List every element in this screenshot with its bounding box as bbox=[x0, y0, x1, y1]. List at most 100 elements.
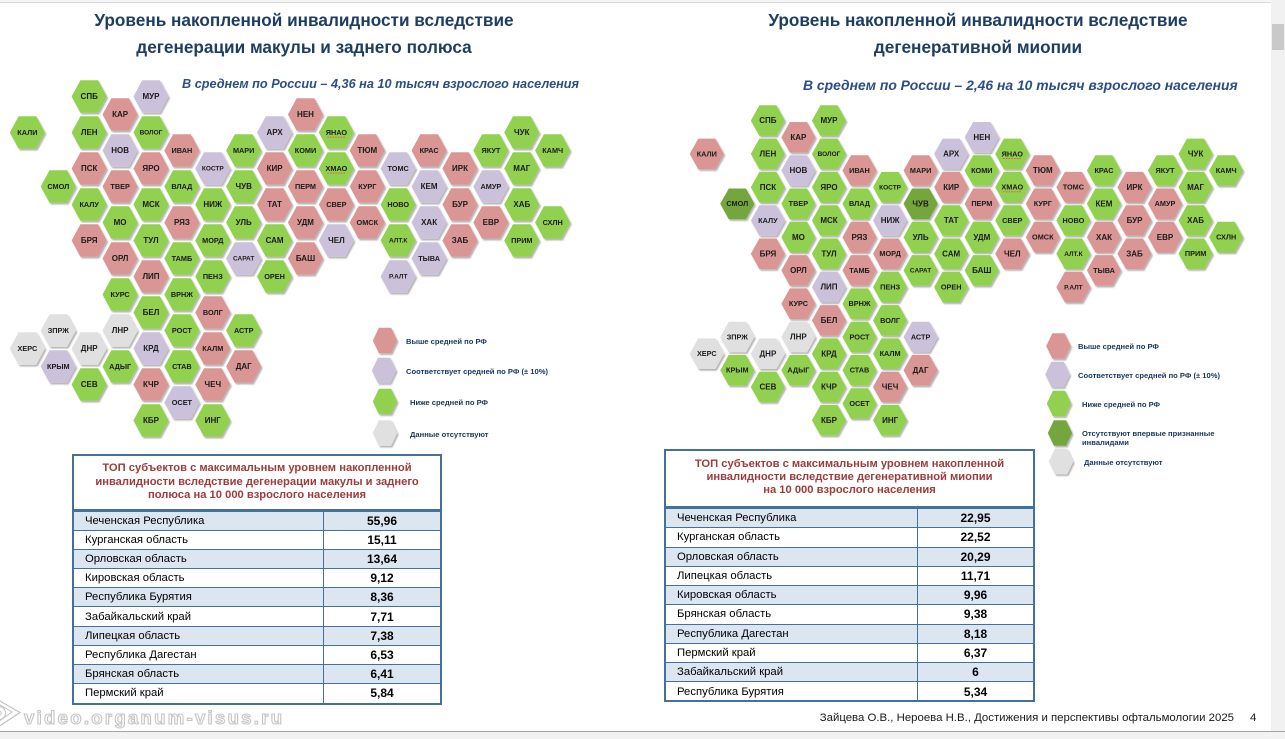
svg-text:ТВЕР: ТВЕР bbox=[110, 182, 130, 191]
svg-text:ЧУВ: ЧУВ bbox=[912, 199, 929, 208]
svg-text:КИР: КИР bbox=[267, 164, 284, 173]
svg-text:ТЫВА: ТЫВА bbox=[1093, 266, 1116, 275]
svg-text:ПСК: ПСК bbox=[760, 183, 777, 192]
svg-text:КУРС: КУРС bbox=[111, 290, 131, 299]
svg-text:ТОМС: ТОМС bbox=[1063, 183, 1085, 192]
svg-text:ЛЕН: ЛЕН bbox=[760, 150, 777, 159]
svg-text:АМУР: АМУР bbox=[1155, 199, 1176, 208]
svg-text:АЛТ.К: АЛТ.К bbox=[389, 238, 407, 245]
svg-text:АЛТ.К: АЛТ.К bbox=[1064, 251, 1082, 258]
svg-text:ЗПРЖ: ЗПРЖ bbox=[48, 326, 70, 335]
svg-text:ТВЕР: ТВЕР bbox=[789, 199, 809, 208]
svg-text:БАШ: БАШ bbox=[296, 254, 315, 263]
svg-text:МУР: МУР bbox=[143, 92, 161, 101]
svg-text:НИЖ: НИЖ bbox=[881, 216, 901, 225]
svg-text:ДАГ: ДАГ bbox=[236, 362, 252, 371]
svg-text:МУР: МУР bbox=[821, 116, 839, 125]
svg-text:СВЕР: СВЕР bbox=[326, 200, 346, 209]
svg-text:АРХ: АРХ bbox=[267, 128, 284, 137]
svg-text:ТАМБ: ТАМБ bbox=[849, 266, 870, 275]
svg-text:КБР: КБР bbox=[143, 416, 160, 425]
svg-text:УЛЬ: УЛЬ bbox=[236, 218, 252, 227]
svg-text:ХАК: ХАК bbox=[1096, 233, 1112, 242]
svg-text:ЧЕЧ: ЧЕЧ bbox=[205, 380, 222, 389]
svg-text:СЕВ: СЕВ bbox=[81, 380, 98, 389]
svg-text:ДНР: ДНР bbox=[759, 349, 776, 358]
svg-text:ЧУК: ЧУК bbox=[1188, 150, 1204, 159]
svg-text:ЗАБ: ЗАБ bbox=[452, 236, 469, 245]
svg-text:АСТР: АСТР bbox=[234, 326, 254, 335]
svg-text:ТЮМ: ТЮМ bbox=[357, 146, 377, 155]
svg-text:ВЛАД: ВЛАД bbox=[171, 182, 193, 191]
svg-text:НОВ: НОВ bbox=[790, 166, 808, 175]
svg-text:РОСТ: РОСТ bbox=[172, 326, 193, 335]
svg-text:КРАС: КРАС bbox=[1094, 166, 1114, 175]
svg-text:РЯЗ: РЯЗ bbox=[174, 218, 190, 227]
svg-text:САРАТ: САРАТ bbox=[233, 256, 254, 263]
svg-text:АДЫГ: АДЫГ bbox=[787, 366, 809, 375]
svg-text:ЯРО: ЯРО bbox=[142, 164, 159, 173]
svg-text:ЧЕЛ: ЧЕЛ bbox=[1004, 249, 1021, 258]
svg-text:КАЛМ: КАЛМ bbox=[202, 344, 223, 353]
svg-text:ПРИМ: ПРИМ bbox=[511, 236, 532, 245]
svg-text:КУРС: КУРС bbox=[789, 299, 809, 308]
svg-text:УЛЬ: УЛЬ bbox=[913, 233, 929, 242]
svg-text:КОМИ: КОМИ bbox=[971, 166, 992, 175]
svg-text:ЯКУТ: ЯКУТ bbox=[481, 146, 500, 155]
svg-text:ХЕРС: ХЕРС bbox=[18, 344, 38, 353]
svg-text:ОРЛ: ОРЛ bbox=[112, 254, 129, 263]
svg-text:ТАТ: ТАТ bbox=[267, 200, 282, 209]
svg-text:ДНР: ДНР bbox=[81, 344, 98, 353]
svg-text:МАГ: МАГ bbox=[1187, 183, 1204, 192]
svg-text:МАРИ: МАРИ bbox=[233, 146, 254, 155]
svg-text:РОСТ: РОСТ bbox=[850, 332, 871, 341]
svg-text:КАЛУ: КАЛУ bbox=[79, 200, 99, 209]
svg-text:ИВАН: ИВАН bbox=[849, 166, 870, 175]
svg-text:КРАС: КРАС bbox=[420, 146, 440, 155]
svg-text:ЯКУТ: ЯКУТ bbox=[1156, 166, 1175, 175]
svg-text:КУРГ: КУРГ bbox=[358, 182, 376, 191]
svg-text:БУР: БУР bbox=[1127, 216, 1144, 225]
svg-text:БЕЛ: БЕЛ bbox=[821, 316, 838, 325]
svg-text:АРХ: АРХ bbox=[943, 150, 960, 159]
svg-text:ЛНР: ЛНР bbox=[790, 333, 807, 342]
svg-text:ТЮМ: ТЮМ bbox=[1033, 166, 1053, 175]
svg-text:КАМЧ: КАМЧ bbox=[1216, 166, 1237, 175]
svg-text:КОМИ: КОМИ bbox=[295, 146, 316, 155]
svg-text:НЕН: НЕН bbox=[297, 110, 314, 119]
svg-text:КЧР: КЧР bbox=[821, 383, 838, 392]
svg-text:КАЛМ: КАЛМ bbox=[880, 349, 901, 358]
svg-text:КЧР: КЧР bbox=[143, 380, 160, 389]
svg-text:ЛИП: ЛИП bbox=[820, 283, 837, 292]
svg-text:МОРД: МОРД bbox=[879, 249, 901, 258]
svg-text:БРЯ: БРЯ bbox=[760, 249, 777, 258]
svg-text:КАР: КАР bbox=[112, 110, 129, 119]
svg-text:СПБ: СПБ bbox=[81, 92, 99, 101]
svg-text:ИРК: ИРК bbox=[1127, 183, 1143, 192]
svg-text:ЕВР: ЕВР bbox=[1157, 233, 1174, 242]
svg-text:МАРИ: МАРИ bbox=[910, 166, 931, 175]
svg-text:ЗАБ: ЗАБ bbox=[1126, 249, 1143, 258]
svg-text:ХЕРС: ХЕРС bbox=[697, 349, 717, 358]
svg-text:ВРНЖ: ВРНЖ bbox=[848, 299, 870, 308]
svg-text:БРЯ: БРЯ bbox=[81, 236, 98, 245]
svg-text:ХМАО: ХМАО bbox=[326, 164, 348, 173]
svg-text:СПБ: СПБ bbox=[759, 116, 777, 125]
svg-text:УДМ: УДМ bbox=[297, 218, 314, 227]
svg-text:ХМАО: ХМАО bbox=[1001, 183, 1023, 192]
svg-text:ЛНР: ЛНР bbox=[112, 326, 129, 335]
svg-text:ХАБ: ХАБ bbox=[513, 200, 530, 209]
svg-text:ТОМС: ТОМС bbox=[388, 164, 410, 173]
svg-text:СТАВ: СТАВ bbox=[850, 366, 870, 375]
svg-text:ИНГ: ИНГ bbox=[205, 416, 222, 425]
svg-text:УДМ: УДМ bbox=[973, 233, 990, 242]
svg-text:СМОЛ: СМОЛ bbox=[47, 182, 69, 191]
svg-text:ЯНАО: ЯНАО bbox=[1002, 149, 1024, 158]
svg-text:САМ: САМ bbox=[942, 249, 960, 258]
svg-text:САМ: САМ bbox=[266, 236, 284, 245]
svg-text:МСК: МСК bbox=[820, 216, 837, 225]
svg-text:ПЕРМ: ПЕРМ bbox=[971, 199, 992, 208]
svg-text:ТУЛ: ТУЛ bbox=[143, 236, 159, 245]
svg-text:ЧЕЧ: ЧЕЧ bbox=[882, 383, 899, 392]
svg-text:САРАТ: САРАТ bbox=[910, 268, 931, 275]
